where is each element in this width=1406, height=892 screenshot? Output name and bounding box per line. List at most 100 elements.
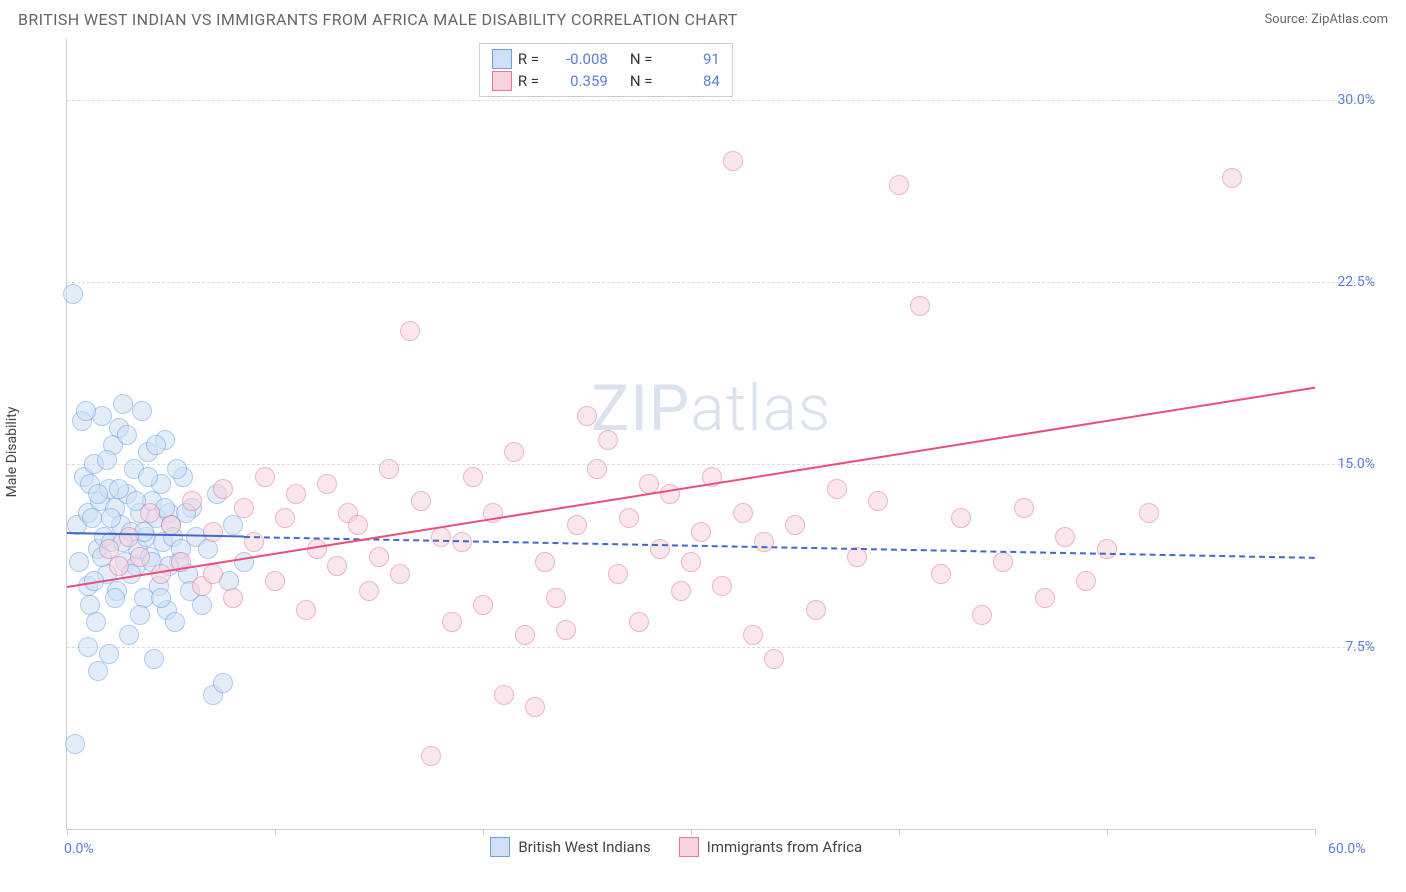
legend-swatch bbox=[679, 837, 699, 857]
series-legend-item: Immigrants from Africa bbox=[679, 837, 862, 857]
scatter-point-africa bbox=[463, 467, 483, 487]
legend-swatch bbox=[492, 49, 512, 69]
scatter-point-africa bbox=[733, 503, 753, 523]
scatter-point-africa bbox=[390, 564, 410, 584]
n-value: 91 bbox=[666, 50, 720, 68]
scatter-point-africa bbox=[567, 515, 587, 535]
scatter-point-africa bbox=[660, 484, 680, 504]
scatter-point-africa bbox=[421, 746, 441, 766]
scatter-point-africa bbox=[255, 467, 275, 487]
scatter-point-africa bbox=[650, 539, 670, 559]
scatter-point-africa bbox=[1097, 539, 1117, 559]
scatter-point-bwi bbox=[113, 394, 133, 414]
scatter-point-africa bbox=[1055, 527, 1075, 547]
scatter-point-africa bbox=[556, 620, 576, 640]
x-tick bbox=[483, 829, 484, 835]
x-tick bbox=[275, 829, 276, 835]
scatter-point-bwi bbox=[117, 425, 137, 445]
scatter-point-africa bbox=[608, 564, 628, 584]
trend-line bbox=[244, 536, 1315, 559]
source-name: ZipAtlas.com bbox=[1311, 12, 1388, 27]
series-legend-label: British West Indians bbox=[518, 838, 650, 856]
correlation-legend-row: R =0.359N =84 bbox=[492, 70, 720, 92]
scatter-point-africa bbox=[712, 576, 732, 596]
scatter-point-bwi bbox=[132, 401, 152, 421]
plot-area: 7.5%15.0%22.5%30.0%ZIPatlasR =-0.008N =9… bbox=[66, 39, 1315, 830]
scatter-point-africa bbox=[619, 508, 639, 528]
scatter-point-africa bbox=[910, 296, 930, 316]
series-legend: British West Indians Immigrants from Afri… bbox=[490, 837, 862, 857]
scatter-point-africa bbox=[629, 612, 649, 632]
x-tick bbox=[899, 829, 900, 835]
scatter-point-africa bbox=[598, 430, 618, 450]
y-tick-label: 7.5% bbox=[1321, 639, 1375, 655]
legend-swatch bbox=[492, 71, 512, 91]
scatter-point-africa bbox=[400, 321, 420, 341]
scatter-point-africa bbox=[931, 564, 951, 584]
chart-container: Male Disability 7.5%15.0%22.5%30.0%ZIPat… bbox=[18, 35, 1384, 869]
scatter-point-bwi bbox=[63, 284, 83, 304]
r-value: 0.359 bbox=[554, 72, 608, 90]
x-tick bbox=[67, 829, 68, 835]
scatter-point-africa bbox=[494, 685, 514, 705]
r-label: R = bbox=[518, 50, 548, 68]
scatter-point-africa bbox=[130, 547, 150, 567]
correlation-legend-row: R =-0.008N =91 bbox=[492, 48, 720, 70]
x-tick bbox=[1315, 829, 1316, 835]
scatter-point-bwi bbox=[97, 450, 117, 470]
scatter-point-africa bbox=[691, 522, 711, 542]
scatter-point-africa bbox=[1222, 168, 1242, 188]
gridline bbox=[67, 282, 1375, 283]
x-origin-label: 0.0% bbox=[64, 841, 94, 857]
source-attribution: Source: ZipAtlas.com bbox=[1264, 12, 1388, 27]
scatter-point-bwi bbox=[99, 644, 119, 664]
scatter-point-africa bbox=[587, 459, 607, 479]
scatter-point-africa bbox=[296, 600, 316, 620]
scatter-point-bwi bbox=[76, 401, 96, 421]
scatter-point-africa bbox=[577, 406, 597, 426]
scatter-point-africa bbox=[442, 612, 462, 632]
n-value: 84 bbox=[666, 72, 720, 90]
scatter-point-bwi bbox=[138, 467, 158, 487]
y-axis-label: Male Disability bbox=[4, 407, 20, 498]
scatter-point-bwi bbox=[101, 508, 121, 528]
scatter-point-africa bbox=[431, 527, 451, 547]
scatter-point-bwi bbox=[105, 588, 125, 608]
scatter-point-africa bbox=[109, 556, 129, 576]
scatter-point-africa bbox=[951, 508, 971, 528]
scatter-point-africa bbox=[993, 552, 1013, 572]
scatter-point-bwi bbox=[86, 612, 106, 632]
scatter-point-africa bbox=[286, 484, 306, 504]
scatter-point-africa bbox=[1139, 503, 1159, 523]
scatter-point-africa bbox=[1035, 588, 1055, 608]
scatter-point-bwi bbox=[198, 539, 218, 559]
scatter-point-africa bbox=[972, 605, 992, 625]
scatter-point-africa bbox=[327, 556, 347, 576]
scatter-point-africa bbox=[379, 459, 399, 479]
scatter-point-africa bbox=[369, 547, 389, 567]
scatter-point-africa bbox=[806, 600, 826, 620]
series-legend-item: British West Indians bbox=[490, 837, 650, 857]
scatter-point-bwi bbox=[167, 459, 187, 479]
gridline bbox=[67, 100, 1375, 101]
scatter-point-africa bbox=[889, 175, 909, 195]
scatter-point-africa bbox=[317, 474, 337, 494]
x-max-label: 60.0% bbox=[1328, 841, 1366, 857]
scatter-point-bwi bbox=[213, 673, 233, 693]
watermark: ZIPatlas bbox=[591, 371, 831, 446]
scatter-point-africa bbox=[546, 588, 566, 608]
scatter-point-africa bbox=[203, 564, 223, 584]
scatter-point-africa bbox=[743, 625, 763, 645]
x-tick bbox=[691, 829, 692, 835]
y-tick-label: 15.0% bbox=[1321, 456, 1375, 472]
scatter-point-africa bbox=[119, 527, 139, 547]
y-tick-label: 30.0% bbox=[1321, 92, 1375, 108]
r-value: -0.008 bbox=[554, 50, 608, 68]
scatter-point-bwi bbox=[165, 612, 185, 632]
scatter-point-africa bbox=[348, 515, 368, 535]
scatter-point-bwi bbox=[78, 637, 98, 657]
scatter-point-africa bbox=[275, 508, 295, 528]
scatter-point-bwi bbox=[130, 605, 150, 625]
chart-title: BRITISH WEST INDIAN VS IMMIGRANTS FROM A… bbox=[18, 10, 738, 29]
scatter-point-bwi bbox=[65, 734, 85, 754]
